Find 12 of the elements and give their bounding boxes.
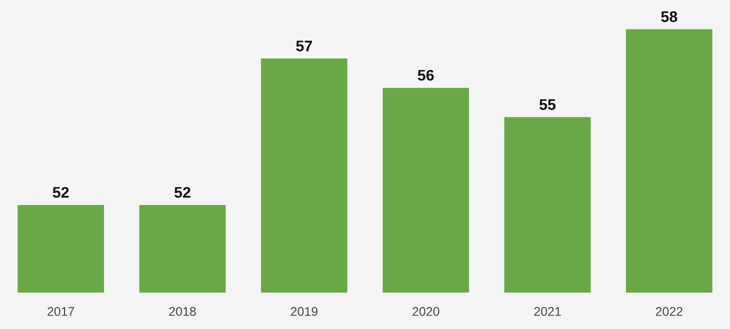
x-tick-label: 2018	[169, 307, 196, 316]
data-label: 55	[539, 99, 556, 110]
x-tick-label: 2020	[412, 307, 440, 316]
data-label: 57	[296, 40, 312, 52]
data-label: 52	[174, 186, 190, 198]
data-label: 52	[52, 186, 69, 198]
x-tick-label: 2022	[656, 307, 682, 316]
data-label: 56	[418, 70, 434, 81]
x-tick-label: 2019	[290, 307, 318, 316]
data-label: 58	[661, 11, 678, 22]
x-tick-label: 2021	[534, 307, 561, 316]
x-tick-label: 2017	[48, 307, 74, 316]
